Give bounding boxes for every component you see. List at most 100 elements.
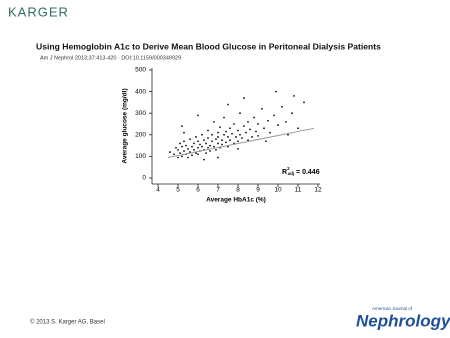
data-point <box>187 147 189 150</box>
data-point <box>211 140 213 143</box>
annotation-sup: 2 <box>287 166 290 171</box>
x-tick-label: 6 <box>196 187 200 194</box>
data-point <box>217 136 219 138</box>
data-point <box>281 105 283 108</box>
data-point <box>297 127 299 130</box>
data-point <box>263 127 265 130</box>
data-point <box>181 125 183 128</box>
data-point <box>225 141 227 144</box>
data-point <box>287 133 289 136</box>
data-point <box>227 136 229 138</box>
data-point <box>199 143 201 146</box>
data-point <box>239 133 241 136</box>
x-tick-label: 11 <box>295 187 302 194</box>
data-point <box>261 107 263 110</box>
y-tick-label: 400 <box>135 88 146 95</box>
data-point <box>217 131 219 134</box>
data-point <box>191 145 193 148</box>
x-tick-label: 12 <box>314 187 322 194</box>
data-point <box>241 137 243 139</box>
data-point <box>269 131 271 134</box>
data-point <box>195 152 197 155</box>
r-squared-annotation: R2 adj = 0.446 <box>282 166 320 176</box>
data-point <box>285 120 287 123</box>
y-tick-label: 100 <box>135 153 146 160</box>
slide-title: Using Hemoglobin A1c to Derive Mean Bloo… <box>36 41 381 51</box>
x-tick-label: 4 <box>156 187 160 194</box>
data-point <box>227 145 229 148</box>
data-point <box>267 119 269 122</box>
x-tick-label: 10 <box>274 187 282 194</box>
data-point <box>247 139 249 142</box>
data-point <box>193 142 195 145</box>
data-point <box>197 114 199 117</box>
data-point <box>251 136 253 138</box>
data-point <box>201 133 203 136</box>
data-point <box>195 136 197 138</box>
data-point <box>223 116 225 119</box>
data-point <box>247 120 249 123</box>
data-point <box>243 97 245 99</box>
y-tick-label: 500 <box>135 67 146 74</box>
data-point <box>181 145 183 148</box>
data-point <box>183 150 185 152</box>
data-point <box>273 114 275 117</box>
data-point <box>229 127 231 130</box>
annotation-base: R <box>282 169 287 176</box>
data-point <box>197 140 199 143</box>
data-point <box>221 139 223 142</box>
data-point <box>257 134 259 137</box>
data-point <box>217 156 219 159</box>
data-point <box>237 140 239 143</box>
x-axis-label: Average HbA1c (%) <box>206 197 266 204</box>
data-point <box>265 140 267 143</box>
data-point <box>277 124 279 126</box>
journal-prefix: American Journal of <box>372 306 413 311</box>
data-point <box>175 146 177 149</box>
data-point <box>213 120 215 123</box>
data-point <box>177 156 179 159</box>
data-point <box>173 153 175 156</box>
data-point <box>245 131 247 134</box>
data-point <box>205 142 207 145</box>
y-axis-label: Average glucose (mg/dl) <box>122 88 129 163</box>
data-point <box>189 138 191 141</box>
publisher-logo: KARGER <box>8 4 69 19</box>
data-point <box>293 95 295 97</box>
data-point <box>223 133 225 136</box>
y-tick-label: 0 <box>142 175 146 182</box>
data-point <box>215 149 217 151</box>
data-point <box>217 142 219 145</box>
citation: Am J Nephrol 2013;37:413-420 · DOI:10.11… <box>40 55 181 61</box>
data-point <box>249 128 251 131</box>
data-point <box>291 112 293 115</box>
trend-line <box>167 127 315 158</box>
data-point <box>229 139 231 142</box>
data-point <box>169 151 171 153</box>
data-point <box>255 130 257 133</box>
data-point <box>205 152 207 155</box>
data-point <box>233 123 235 125</box>
x-tick-label: 9 <box>256 187 260 194</box>
data-point <box>207 137 209 139</box>
data-point <box>213 145 215 148</box>
data-point <box>275 90 277 93</box>
data-point <box>183 140 185 143</box>
data-point <box>209 150 211 152</box>
data-point <box>243 125 245 128</box>
y-tick-label: 200 <box>135 132 146 139</box>
data-point <box>237 129 239 132</box>
data-point <box>179 152 181 155</box>
journal-name: Nephrology <box>356 311 450 330</box>
data-point <box>207 129 209 132</box>
data-point <box>203 158 205 161</box>
x-tick-label: 7 <box>216 187 220 194</box>
annotation-text: = 0.446 <box>294 169 320 176</box>
data-point <box>221 143 223 146</box>
data-point <box>225 130 227 133</box>
data-point <box>257 123 259 125</box>
data-point <box>207 146 209 149</box>
data-point <box>185 144 187 147</box>
data-point <box>239 112 241 115</box>
